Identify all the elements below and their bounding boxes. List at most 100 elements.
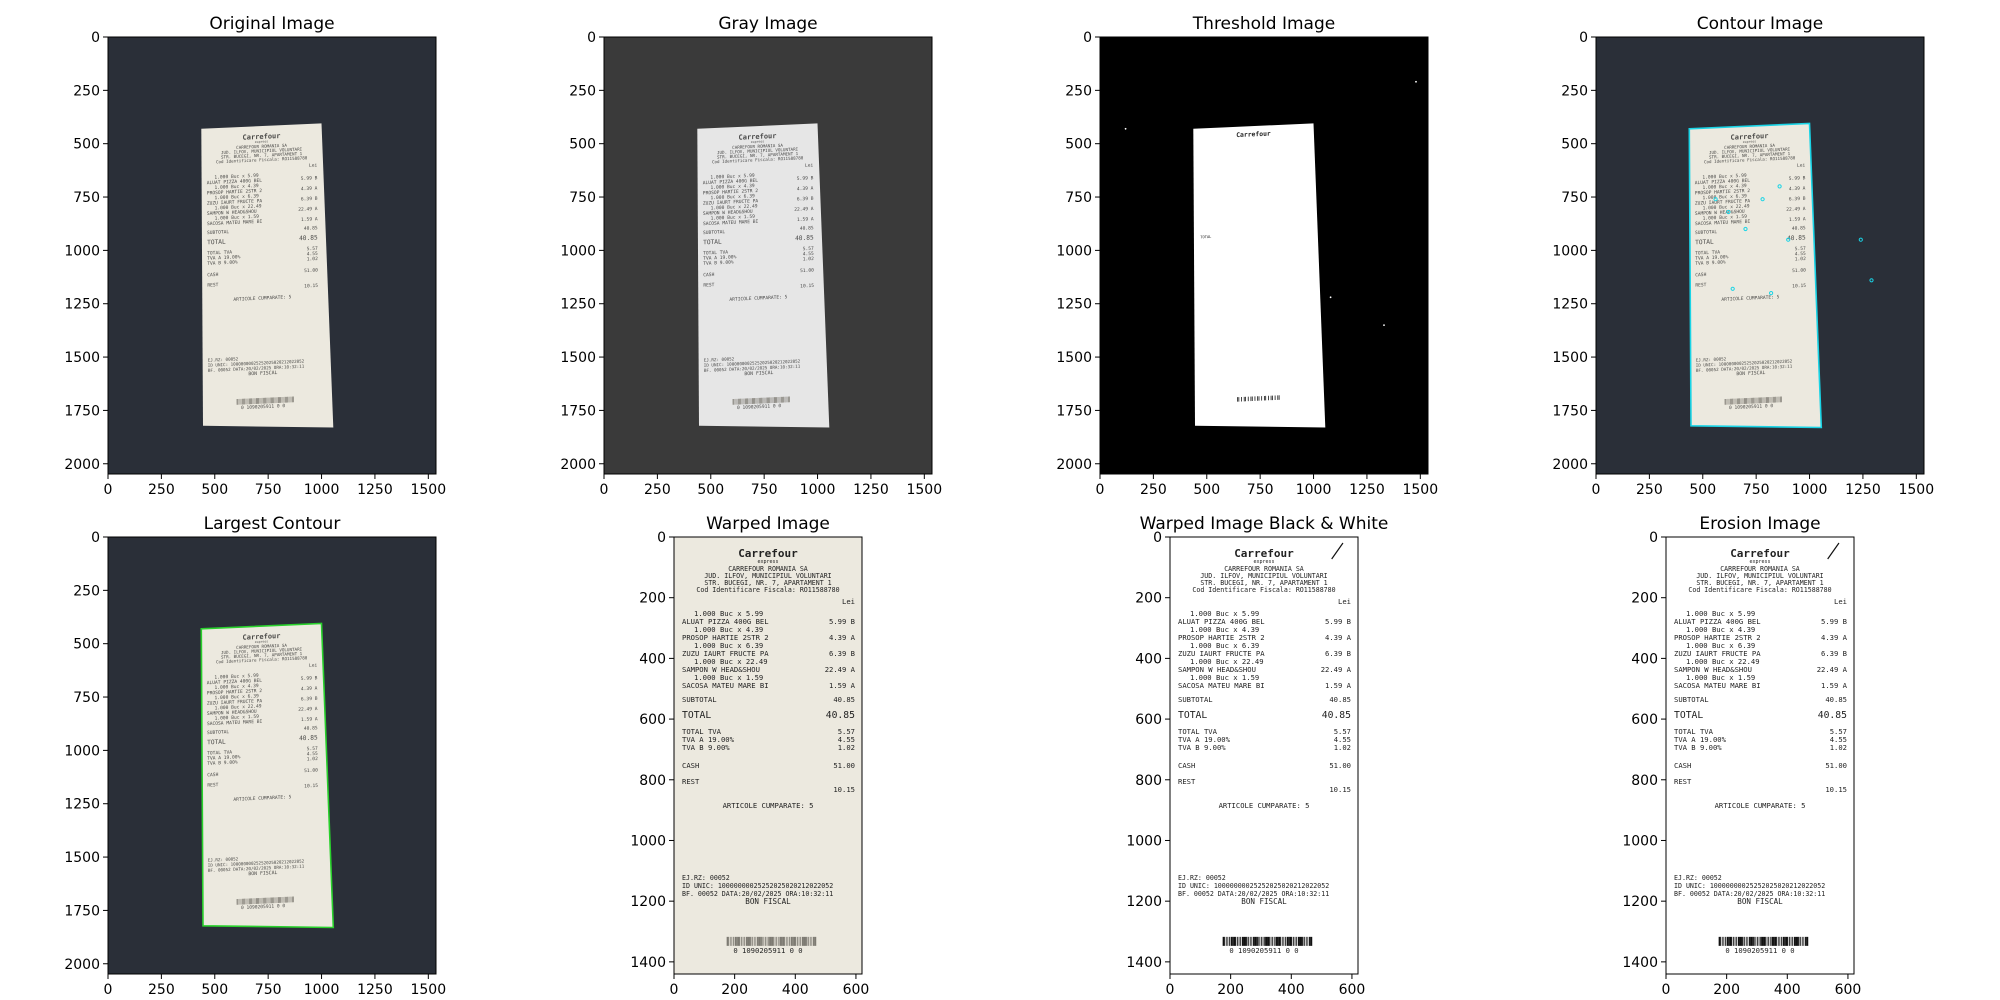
barcode-bar (1767, 397, 1769, 403)
axes-frame (1099, 36, 1429, 475)
barcode-bar (1288, 936, 1290, 946)
barcode-bar (1283, 936, 1285, 946)
receipt-barcode-digits: 0 1090205911 0 0 (733, 946, 802, 955)
barcode-bar (1238, 397, 1240, 402)
barcode-bar (268, 397, 269, 404)
warped-paper (1170, 537, 1358, 974)
barcode-bar (251, 398, 253, 405)
y-tick-label: 750 (1065, 190, 1092, 206)
barcode-bar (1760, 936, 1762, 946)
barcode-bar (1265, 395, 1267, 401)
x-tick-label: 250 (148, 482, 175, 498)
barcode-bar (1776, 396, 1778, 403)
barcode-bar (269, 897, 270, 904)
receipt-rest-label: REST (207, 282, 218, 289)
receipt-item-name: SAMPON W HEAD&SHOU (1695, 209, 1745, 217)
x-tick-label: 200 (721, 982, 748, 998)
barcode-bar (781, 936, 783, 946)
barcode-bar (259, 398, 260, 404)
barcode-bar (244, 898, 246, 905)
receipt-item-qty: 1.000 Buc x 5.99 (694, 609, 763, 618)
barcode-bar (1718, 936, 1721, 946)
barcode-bar (750, 936, 752, 946)
barcode-bar (248, 398, 250, 405)
barcode-bar (733, 398, 735, 405)
receipt-cash-value: 51.00 (304, 267, 318, 274)
receipt-item-qty: 1.000 Buc x 5.99 (214, 173, 258, 181)
barcode-bar (260, 897, 261, 904)
barcode-bar (239, 398, 241, 405)
receipt-tax-label: TVA B 9.00% (1695, 260, 1726, 267)
receipt-item-name: ZUZU IAURT FRUCTE PA (207, 698, 263, 706)
barcode-bar (787, 936, 789, 946)
barcode-bar (241, 398, 243, 405)
x-tick-label: 1250 (1845, 482, 1881, 498)
barcode-bar (741, 936, 742, 946)
receipt-tax-value: 4.55 (803, 251, 814, 258)
barcode-bar (238, 398, 240, 405)
receipt-barcode-digits: 0 1090205911 0 0 (1229, 946, 1298, 955)
receipt-total-label: TOTAL (1695, 239, 1714, 247)
x-tick-label: 600 (1339, 982, 1366, 998)
receipt-item-name: SACOSA MATEU MARE BI (1178, 681, 1265, 690)
y-tick-label: 0 (91, 30, 100, 46)
receipt-tax-value: 1.02 (1334, 743, 1351, 752)
barcode-bar (285, 896, 287, 903)
barcode-bar (1801, 936, 1803, 946)
barcode-bar (729, 936, 731, 946)
receipt-header-line: CARREFOUR ROMANIA SA (1720, 565, 1800, 573)
warped-paper (1666, 537, 1854, 974)
barcode-bar (747, 936, 750, 946)
receipt-item-name: PROSOP HARTIE 2STR 2 (207, 188, 263, 196)
barcode-bar (1257, 936, 1259, 946)
barcode-bar (740, 398, 742, 405)
receipt-currency: Lei (309, 162, 318, 168)
y-tick-label: 1500 (560, 350, 596, 366)
receipt-item-qty: 1.000 Buc x 5.99 (710, 173, 754, 181)
y-tick-label: 1750 (560, 403, 596, 419)
y-tick-label: 1750 (1552, 403, 1588, 419)
barcode-bar (1760, 397, 1762, 404)
barcode-bar (1800, 936, 1802, 946)
receipt-total-value: 40.85 (299, 234, 318, 242)
small-contour (1713, 197, 1718, 202)
y-tick-label: 1250 (1552, 297, 1588, 313)
barcode-bar (1771, 396, 1773, 403)
barcode-bar (1749, 936, 1751, 946)
barcode-bar (1264, 936, 1266, 946)
barcode-bar (253, 898, 255, 905)
barcode-bar (237, 398, 239, 405)
receipt-item-qty: 1.000 Buc x 1.59 (1703, 214, 1747, 222)
receipt-total-label: TOTAL (1200, 235, 1212, 240)
barcode-bar (1272, 395, 1273, 401)
barcode-bar (257, 898, 259, 904)
receipt-cash-label: CASH (207, 272, 218, 279)
barcode-bar (1254, 936, 1257, 946)
pen-mark (1331, 542, 1344, 560)
barcode-bar (1731, 398, 1733, 405)
receipt-tax-label: TOTAL TVA (703, 250, 728, 257)
receipt-item-qty: 1.000 Buc x 5.99 (1190, 609, 1259, 618)
barcode-bar (1770, 396, 1772, 403)
barcode-bar (1281, 936, 1283, 946)
y-tick-label: 750 (1561, 190, 1588, 206)
receipt-articles: ARTICOLE CUMPARATE: 5 (1219, 801, 1310, 810)
barcode-bar (1733, 398, 1735, 405)
barcode-bar (270, 897, 272, 904)
receipt-brand-sub: express (255, 139, 269, 144)
barcode-bar (256, 898, 258, 904)
receipt-item-name: SAMPON W HEAD&SHOU (682, 665, 760, 674)
receipt-item-price: 4.39 A (829, 633, 856, 642)
receipt-header-line: JUD. ILFOV, MUNICIPIUL VOLUNTARI (221, 147, 303, 156)
barcode-bar (1267, 936, 1270, 946)
y-tick-label: 1250 (560, 297, 596, 313)
y-tick-label: 500 (569, 137, 596, 153)
barcode-bar (735, 398, 737, 405)
y-tick-label: 800 (639, 773, 666, 789)
receipt-item-name: SAMPON W HEAD&SHOU (207, 209, 257, 217)
receipt-item-name: SAMPON W HEAD&SHOU (703, 209, 753, 217)
barcode-bar (1259, 936, 1261, 946)
barcode-bar (1249, 936, 1251, 946)
